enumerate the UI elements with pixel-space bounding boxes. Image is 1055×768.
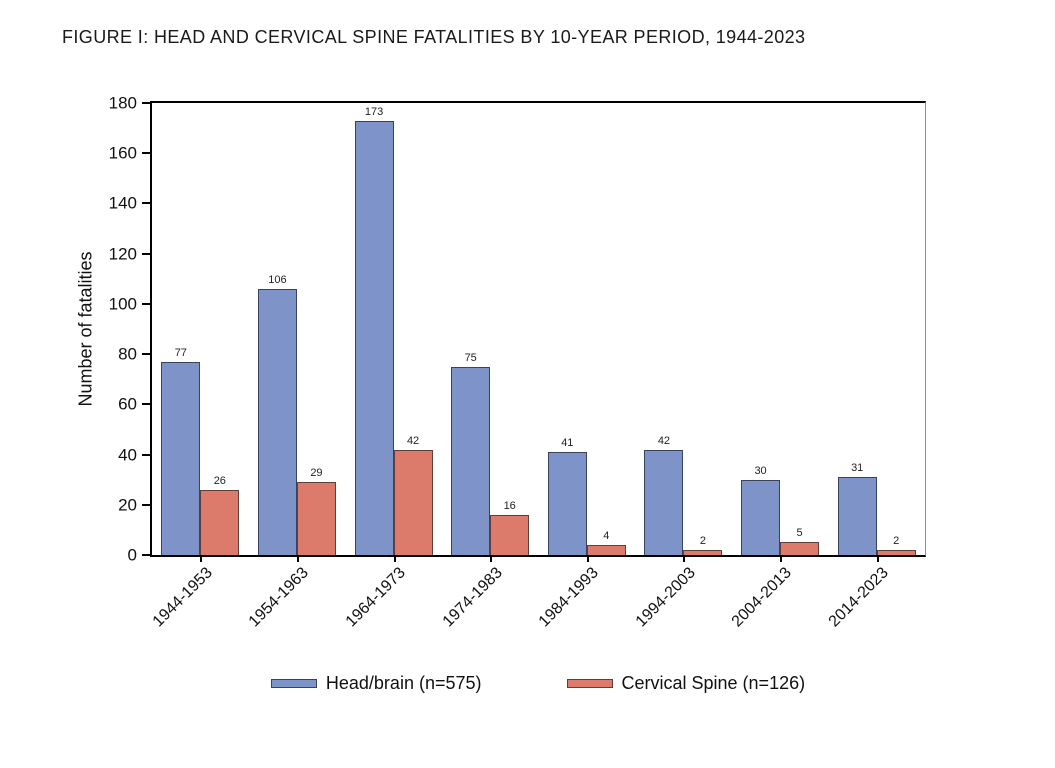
bar-value-label: 2 [699, 534, 706, 547]
bar-group: 41 4 1984-1993 [536, 103, 636, 630]
bar-value-label: 106 [268, 273, 287, 286]
bar-head-brain: 31 [837, 463, 877, 555]
bar-group: 173 42 1964-1973 [343, 103, 442, 630]
y-tick-label: 140 [108, 193, 137, 213]
y-tick-label: 40 [118, 445, 137, 465]
x-tick-label: 1944-1953 [149, 564, 216, 631]
figure-title: FIGURE I: HEAD AND CERVICAL SPINE FATALI… [62, 27, 806, 47]
bar-value-label: 42 [406, 434, 420, 447]
bar-cervical-spine: 2 [683, 535, 723, 555]
bar-cervical-spine: 26 [200, 475, 240, 555]
y-tick-label: 120 [108, 244, 137, 264]
bar-group: 42 2 1994-2003 [633, 103, 732, 630]
bar-cervical-spine: 16 [490, 500, 530, 555]
bar-value-label: 30 [754, 464, 767, 477]
legend-item-cervical-spine: Cervical Spine (n=126) [566, 672, 806, 694]
bar-value-label: 75 [464, 351, 477, 364]
x-tick-mark [876, 557, 879, 562]
bar-value-label: 4 [603, 529, 610, 542]
bar-group: 31 2 2014-2023 [826, 103, 925, 630]
y-tick-label: 0 [127, 545, 137, 565]
bar-group: 106 29 1954-1963 [246, 103, 346, 630]
bar-head-brain: 77 [161, 347, 201, 555]
x-tick-label: 1964-1973 [342, 564, 409, 631]
y-tick-label: 100 [108, 294, 137, 314]
y-tick-label: 80 [118, 344, 137, 364]
y-tick-mark [142, 252, 151, 255]
legend-item-head-brain: Head/brain (n=575) [270, 672, 482, 694]
bar-head-brain: 42 [644, 435, 684, 555]
y-tick-mark [142, 453, 151, 456]
y-tick-mark [142, 554, 151, 556]
x-tick-label: 2004-2013 [729, 564, 796, 631]
legend-label: Head/brain (n=575) [325, 672, 482, 693]
x-tick-label: 1974-1983 [439, 564, 506, 631]
y-tick-mark [142, 152, 151, 155]
bar-head-brain: 106 [257, 274, 297, 555]
x-tick-label: 1954-1963 [246, 564, 313, 631]
legend-swatch-cervical-spine [566, 678, 613, 688]
x-tick-mark [780, 557, 783, 562]
legend-swatch-head-brain [270, 678, 317, 688]
x-tick-label: 2014-2023 [825, 564, 892, 631]
bar-head-brain: 75 [451, 352, 491, 555]
bar-cervical-spine: 2 [876, 535, 916, 555]
y-tick-mark [142, 353, 151, 356]
legend-label: Cervical Spine (n=126) [621, 672, 806, 693]
bar-cervical-spine: 42 [393, 435, 433, 555]
bar-head-brain: 30 [741, 465, 781, 555]
bar-group: 30 5 2004-2013 [729, 103, 829, 630]
x-tick-mark [683, 557, 686, 562]
legend: Head/brain (n=575) Cervical Spine (n=126) [150, 668, 926, 698]
y-axis-label: Number of fatalities [75, 251, 96, 407]
x-tick-mark [586, 557, 589, 562]
y-tick-mark [142, 403, 151, 406]
bar-cervical-spine: 29 [296, 468, 336, 555]
y-tick-mark [142, 503, 151, 506]
x-tick-mark [200, 557, 203, 562]
bar-value-label: 5 [796, 527, 803, 540]
bar-group: 77 26 1944-1953 [149, 103, 249, 630]
bar-head-brain: 173 [354, 106, 394, 555]
bar-value-label: 29 [310, 467, 323, 480]
y-tick-label: 20 [118, 495, 137, 515]
bar-cervical-spine: 5 [780, 528, 820, 555]
bar-value-label: 42 [657, 434, 671, 447]
y-tick-mark [142, 302, 151, 305]
bar-value-label: 16 [503, 499, 516, 512]
bar-value-label: 77 [174, 346, 187, 359]
bar-value-label: 26 [213, 474, 226, 487]
x-tick-label: 1984-1993 [535, 564, 603, 631]
x-tick-mark [393, 557, 396, 562]
y-tick-label: 60 [118, 394, 137, 414]
x-tick-mark [490, 557, 493, 562]
y-tick-label: 160 [108, 143, 137, 163]
plot-area: 0 20 40 60 80 100 120 140 160 180 77 26 1944-1953 106… [109, 95, 926, 630]
bar-cervical-spine: 4 [586, 530, 626, 555]
bar-value-label: 41 [561, 437, 574, 450]
bar-group: 75 16 1974-1983 [439, 103, 539, 630]
x-tick-label: 1994-2003 [632, 564, 699, 631]
bar-value-label: 173 [364, 105, 384, 118]
x-tick-mark [296, 557, 299, 562]
y-tick-mark [142, 202, 151, 205]
y-tick-mark [142, 102, 151, 104]
bar-head-brain: 41 [547, 438, 587, 555]
y-tick-label: 180 [108, 93, 137, 113]
bar-value-label: 2 [893, 534, 900, 547]
bar-value-label: 31 [851, 462, 864, 475]
